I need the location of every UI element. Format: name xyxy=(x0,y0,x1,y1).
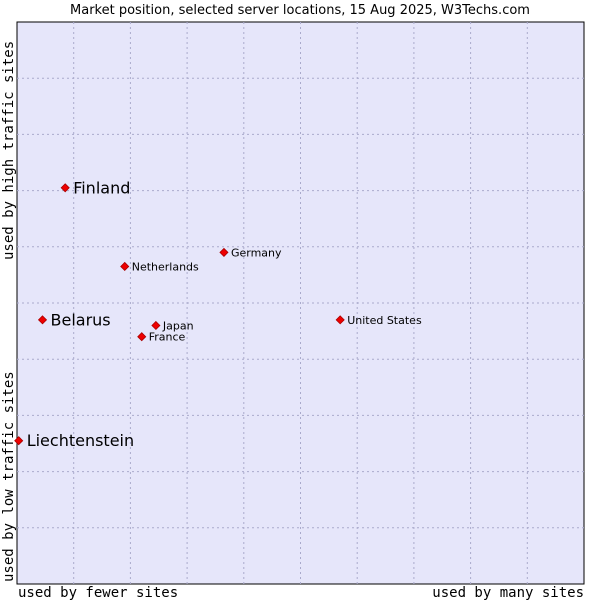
point-label-finland: Finland xyxy=(73,178,130,197)
point-marker-united-states[interactable] xyxy=(335,315,345,325)
point-label-liechtenstein: Liechtenstein xyxy=(27,431,134,450)
point-marker-finland[interactable] xyxy=(60,183,70,193)
point-label-japan: Japan xyxy=(162,319,194,332)
y-axis-label-bottom: used by low traffic sites xyxy=(1,371,17,582)
point-marker-liechtenstein[interactable] xyxy=(14,436,24,446)
point-marker-germany[interactable] xyxy=(219,247,229,257)
point-marker-netherlands[interactable] xyxy=(120,261,130,272)
chart-title: Market position, selected server locatio… xyxy=(70,3,530,18)
y-axis-label-top: used by high traffic sites xyxy=(1,41,17,260)
data-points: Finland Belarus Liechtenstein Germany Nether… xyxy=(14,178,422,450)
x-axis-label-left: used by fewer sites xyxy=(18,585,178,600)
point-label-france: France xyxy=(149,331,186,344)
point-label-belarus: Belarus xyxy=(51,310,111,329)
point-marker-japan[interactable] xyxy=(151,320,161,331)
point-marker-belarus[interactable] xyxy=(37,315,48,325)
point-label-germany: Germany xyxy=(231,246,282,259)
point-marker-france[interactable] xyxy=(137,332,147,342)
point-label-netherlands: Netherlands xyxy=(132,260,199,273)
x-axis-label-right: used by many sites xyxy=(432,585,584,600)
grid-lines xyxy=(17,22,584,584)
point-label-united-states: United States xyxy=(347,314,422,327)
